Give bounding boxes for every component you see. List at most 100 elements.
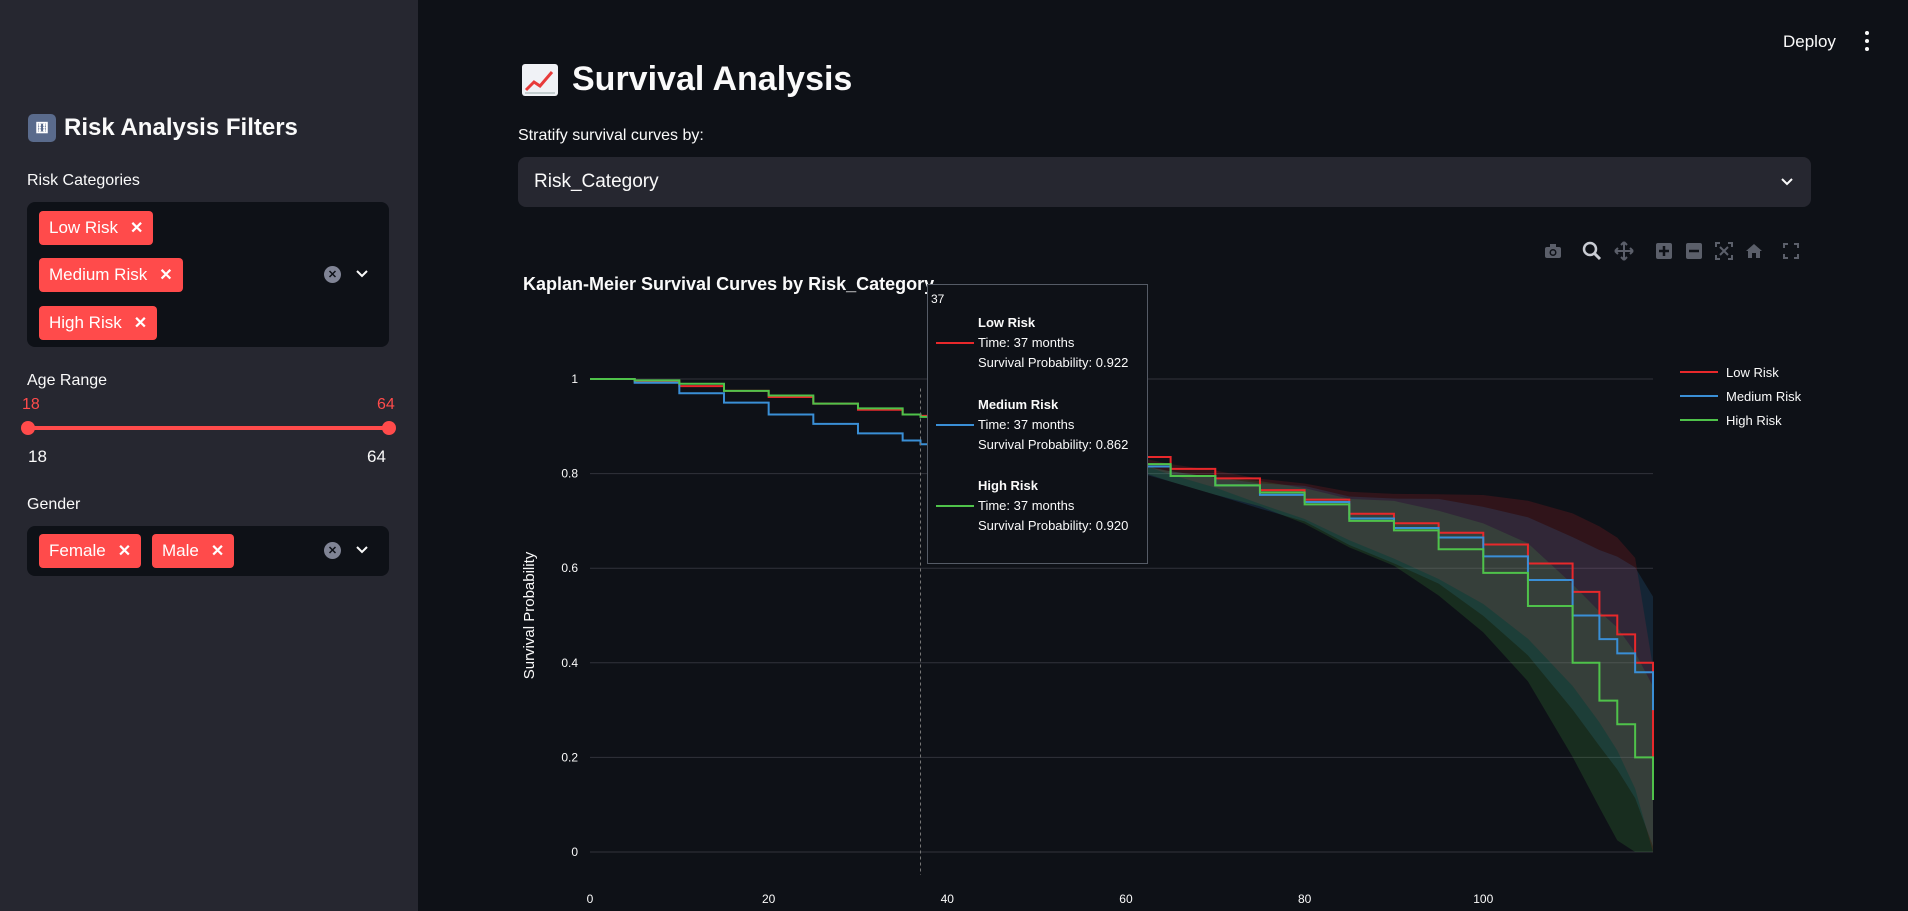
clear-all-icon[interactable]: ✕	[324, 266, 341, 283]
age-slider-high-handle[interactable]	[382, 421, 396, 435]
age-min-label: 18	[28, 447, 47, 466]
age-max-label: 64	[367, 447, 386, 466]
chevron-down-icon[interactable]	[1779, 174, 1795, 190]
tooltip-entry-high: High Risk Time: 37 months Survival Proba…	[928, 476, 1149, 538]
tag-female: Female ✕	[39, 534, 142, 568]
x-tick-label: 100	[1473, 892, 1493, 906]
tag-medium-risk: Medium Risk ✕	[39, 258, 183, 292]
tag-label: Male	[162, 541, 199, 560]
tooltip-entry-low: Low Risk Time: 37 months Survival Probab…	[928, 313, 1149, 375]
y-tick-label: 0.6	[561, 561, 578, 575]
legend-label: Low Risk	[1726, 364, 1779, 380]
tag-label: High Risk	[49, 313, 122, 332]
zoom-icon[interactable]	[1582, 241, 1602, 261]
chart-legend: Low Risk Medium Risk High Risk	[1680, 360, 1801, 432]
x-tick-label: 80	[1298, 892, 1312, 906]
sidebar-title: ⚅ Risk Analysis Filters	[28, 114, 298, 142]
age-low-value: 18	[22, 396, 40, 413]
stratify-label: Stratify survival curves by:	[518, 127, 704, 144]
tooltip-line-swatch	[936, 424, 974, 426]
gender-multiselect[interactable]: Female ✕ Male ✕ ✕	[27, 526, 389, 576]
y-tick-label: 1	[571, 372, 578, 386]
legend-swatch	[1680, 371, 1718, 373]
age-high-value: 64	[377, 396, 395, 413]
confidence-band-low-risk	[590, 379, 1653, 852]
chart-title: Kaplan-Meier Survival Curves by Risk_Cat…	[523, 274, 934, 294]
chevron-down-icon[interactable]	[354, 542, 370, 558]
stratify-select-value: Risk_Category	[534, 171, 659, 192]
tooltip-series-name: High Risk	[978, 478, 1038, 493]
x-tick-label: 40	[941, 892, 955, 906]
tooltip-time: Time: 37 months	[978, 335, 1075, 350]
tag-label: Female	[49, 541, 106, 560]
tooltip-x-value: 37	[931, 292, 945, 306]
tooltip-entry-medium: Medium Risk Time: 37 months Survival Pro…	[928, 395, 1149, 457]
y-tick-label: 0.4	[561, 656, 578, 670]
sidebar-title-text: Risk Analysis Filters	[64, 114, 298, 141]
chevron-down-icon[interactable]	[354, 266, 370, 282]
tooltip-time: Time: 37 months	[978, 417, 1075, 432]
camera-icon[interactable]	[1543, 241, 1563, 261]
x-tick-label: 20	[762, 892, 776, 906]
y-tick-label: 0.8	[561, 467, 578, 481]
remove-tag-icon[interactable]: ✕	[210, 543, 225, 560]
zoom-out-icon[interactable]	[1684, 241, 1704, 261]
x-tick-label: 0	[587, 892, 594, 906]
pan-icon[interactable]	[1614, 241, 1634, 261]
home-icon[interactable]	[1744, 241, 1764, 261]
survival-chart[interactable]: Kaplan-Meier Survival Curves by Risk_Cat…	[518, 265, 1828, 911]
tag-male: Male ✕	[152, 534, 235, 568]
zoom-in-icon[interactable]	[1654, 241, 1674, 261]
stratify-select[interactable]: Risk_Category	[518, 157, 1811, 207]
remove-tag-icon[interactable]: ✕	[159, 267, 173, 284]
remove-tag-icon[interactable]: ✕	[117, 543, 132, 560]
legend-swatch	[1680, 395, 1718, 397]
clear-all-icon[interactable]: ✕	[324, 542, 341, 559]
series-line-high-risk[interactable]	[590, 378, 1654, 800]
deploy-button[interactable]: Deploy	[1783, 32, 1836, 51]
tooltip-series-name: Medium Risk	[978, 397, 1059, 412]
chart-increasing-icon	[522, 63, 558, 96]
risk-categories-multiselect[interactable]: Low Risk ✕ Medium Risk ✕ High Risk ✕ ✕	[27, 202, 389, 347]
tag-label: Medium Risk	[49, 265, 148, 284]
legend-swatch	[1680, 419, 1718, 421]
age-slider-track[interactable]	[28, 426, 390, 430]
dice-icon: ⚅	[28, 114, 56, 142]
tooltip-line-swatch	[936, 342, 974, 344]
tooltip-prob: Survival Probability: 0.920	[978, 518, 1129, 533]
tooltip-time: Time: 37 months	[978, 498, 1075, 513]
legend-label: Medium Risk	[1726, 388, 1802, 404]
tag-high-risk: High Risk ✕	[39, 306, 158, 340]
remove-tag-icon[interactable]: ✕	[133, 315, 148, 332]
age-slider-low-handle[interactable]	[21, 421, 35, 435]
tooltip-series-name: Low Risk	[978, 315, 1036, 330]
legend-item-high[interactable]: High Risk	[1680, 408, 1801, 432]
page-title-text: Survival Analysis	[572, 60, 853, 98]
tag-low-risk: Low Risk ✕	[39, 211, 154, 245]
y-tick-label: 0	[571, 845, 578, 859]
fullscreen-icon[interactable]	[1781, 241, 1801, 261]
x-tick-label: 60	[1119, 892, 1133, 906]
y-tick-label: 0.2	[561, 750, 578, 764]
tooltip-prob: Survival Probability: 0.922	[978, 355, 1129, 370]
risk-categories-label: Risk Categories	[27, 172, 140, 189]
tooltip-text: Medium Risk Time: 37 months Survival Pro…	[978, 395, 1128, 455]
hover-tooltip: 37 Low Risk Time: 37 months Survival Pro…	[927, 284, 1148, 564]
tooltip-text: Low Risk Time: 37 months Survival Probab…	[978, 313, 1128, 373]
legend-item-low[interactable]: Low Risk	[1680, 360, 1801, 384]
age-range-label: Age Range	[27, 372, 108, 389]
legend-item-medium[interactable]: Medium Risk	[1680, 384, 1801, 408]
main-menu-icon[interactable]	[1864, 31, 1870, 51]
gender-label: Gender	[27, 496, 81, 513]
tooltip-text: High Risk Time: 37 months Survival Proba…	[978, 476, 1128, 536]
legend-label: High Risk	[1726, 412, 1782, 428]
sidebar: ⚅ Risk Analysis Filters Risk Categories …	[0, 0, 418, 911]
remove-tag-icon[interactable]: ✕	[129, 220, 144, 237]
autoscale-icon[interactable]	[1714, 241, 1734, 261]
y-axis-label: Survival Probability	[521, 551, 538, 679]
tooltip-line-swatch	[936, 505, 974, 507]
tag-label: Low Risk	[49, 218, 118, 237]
tooltip-prob: Survival Probability: 0.862	[978, 437, 1129, 452]
page-title: Survival Analysis	[522, 60, 852, 99]
